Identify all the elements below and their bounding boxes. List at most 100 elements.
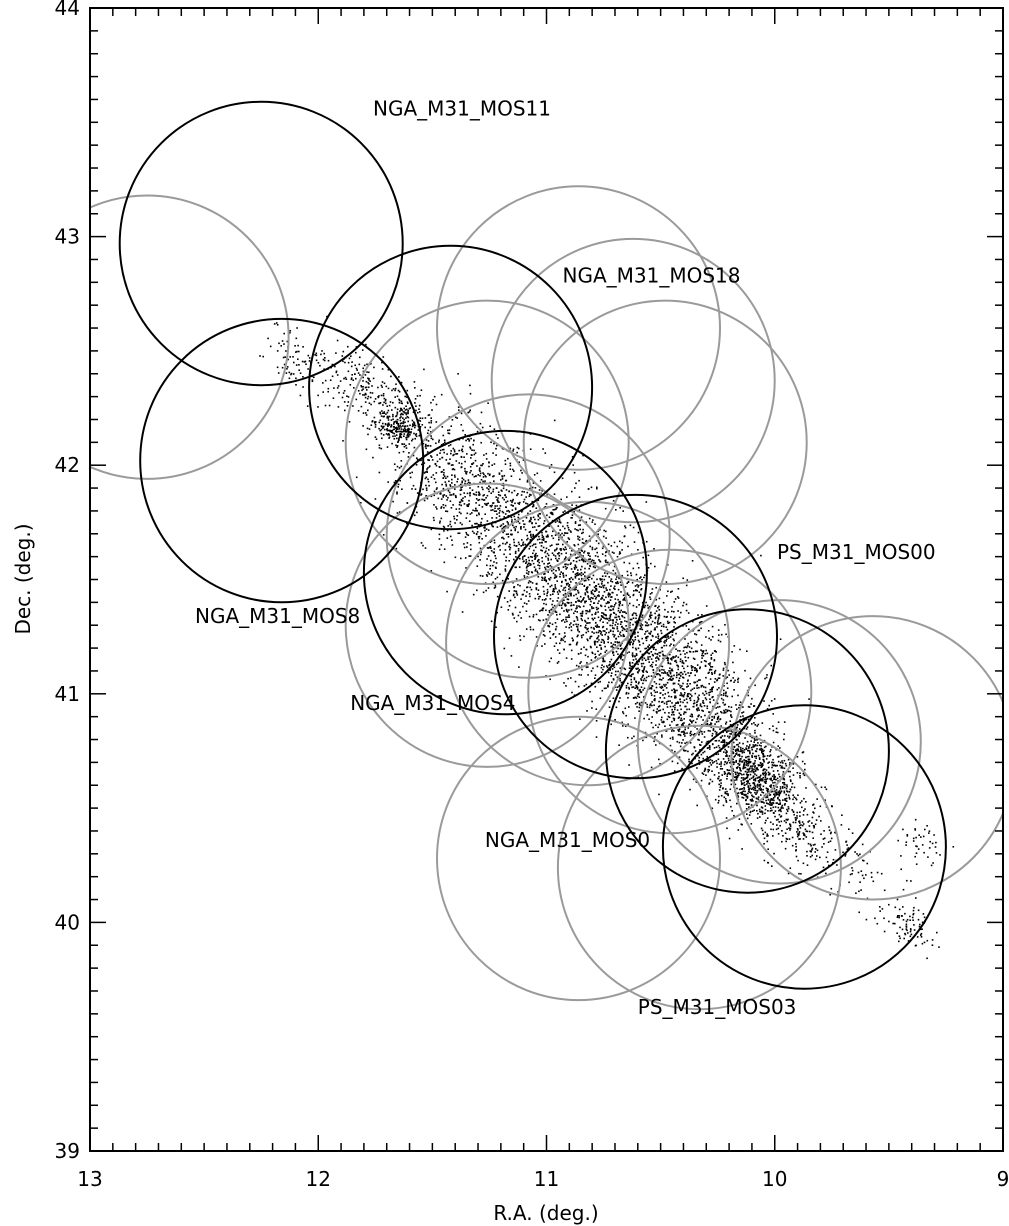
data-point (323, 352, 325, 355)
data-point (311, 379, 314, 381)
data-point (565, 618, 567, 621)
data-point (438, 439, 440, 442)
data-point (534, 558, 536, 560)
data-point (752, 786, 755, 789)
data-point (586, 609, 588, 612)
data-point (578, 578, 580, 580)
data-point (476, 514, 478, 517)
data-point (640, 626, 643, 629)
data-point (444, 441, 446, 444)
data-point (705, 774, 707, 776)
data-point (453, 450, 456, 453)
data-point (487, 402, 489, 404)
data-point (529, 493, 531, 496)
data-point (572, 588, 574, 591)
data-point (553, 590, 555, 593)
data-point (747, 705, 750, 708)
data-point (696, 728, 698, 730)
data-point (584, 571, 586, 574)
data-point (565, 568, 567, 570)
data-point (577, 628, 579, 630)
data-point (454, 476, 456, 478)
data-point (761, 748, 764, 751)
data-point (712, 699, 715, 701)
data-point (505, 489, 508, 491)
data-point (547, 614, 549, 616)
data-point (503, 530, 506, 532)
data-point (570, 626, 573, 628)
data-point (580, 652, 582, 654)
data-point (546, 592, 548, 595)
data-point (680, 692, 682, 694)
data-point (511, 533, 513, 536)
data-point (691, 753, 693, 756)
data-point (413, 381, 416, 383)
data-point (386, 415, 389, 418)
data-point (674, 708, 676, 711)
data-point (655, 610, 658, 612)
data-point (630, 574, 633, 577)
data-point (347, 370, 350, 373)
data-point (520, 526, 522, 528)
data-point (615, 582, 618, 585)
data-point (722, 758, 725, 760)
data-point (740, 748, 742, 751)
data-point (602, 657, 604, 659)
data-point (563, 682, 565, 684)
data-point (579, 595, 582, 598)
data-point (751, 794, 753, 797)
data-point (367, 381, 369, 384)
data-point (785, 800, 788, 802)
data-point (528, 547, 531, 550)
data-point (785, 818, 788, 821)
data-point (444, 481, 447, 483)
data-point (603, 617, 605, 619)
data-point (657, 623, 659, 625)
data-point (688, 628, 690, 631)
data-point (737, 796, 740, 798)
data-point (521, 490, 524, 493)
data-point (541, 549, 543, 552)
data-point (468, 482, 471, 484)
data-point (767, 803, 769, 805)
data-point (690, 730, 692, 733)
data-point (620, 621, 623, 623)
data-point (368, 377, 370, 380)
data-point (392, 388, 395, 390)
data-point (547, 566, 550, 568)
data-point (626, 628, 628, 630)
data-point (484, 529, 486, 532)
data-point (620, 655, 622, 658)
data-point (738, 753, 741, 756)
data-point (712, 696, 714, 698)
data-point (718, 763, 721, 765)
data-point (461, 486, 463, 488)
data-point (669, 672, 672, 675)
data-point (451, 544, 454, 546)
data-point (592, 574, 595, 577)
data-point (412, 421, 415, 423)
data-point (720, 765, 722, 768)
data-point (654, 617, 657, 620)
data-point (789, 779, 792, 781)
data-point (328, 404, 331, 407)
data-point (623, 667, 626, 670)
data-point (741, 796, 743, 799)
data-point (690, 641, 692, 643)
data-point (782, 782, 784, 784)
data-point (314, 354, 316, 356)
data-point (550, 558, 552, 561)
data-point (756, 791, 758, 794)
data-point (619, 581, 622, 584)
data-point (599, 619, 601, 622)
data-point (711, 687, 713, 689)
data-point (718, 783, 720, 786)
data-point (438, 538, 441, 540)
data-point (624, 628, 626, 631)
data-point (769, 750, 771, 753)
data-point (715, 746, 718, 748)
data-point (520, 526, 522, 529)
data-point (671, 736, 674, 739)
data-point (612, 622, 614, 624)
